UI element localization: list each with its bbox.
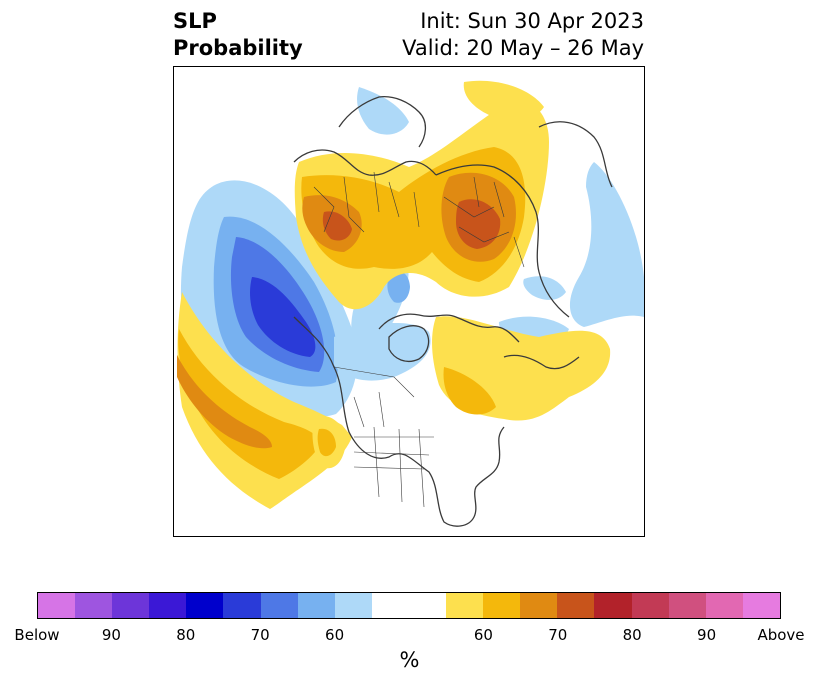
coastline-north-america [293, 316, 505, 527]
colorbar-swatch [668, 593, 706, 618]
title-line-slp: SLP [173, 9, 217, 33]
colorbar-swatch [631, 593, 669, 618]
colorbar-swatch [371, 593, 409, 618]
colorbar-unit-label: % [399, 648, 420, 672]
colorbar-tick-label: 70 [250, 626, 270, 644]
coastline-europe [293, 149, 437, 176]
probability-map [173, 66, 645, 537]
coastline-greenland [388, 325, 430, 363]
colorbar [37, 592, 781, 619]
title-line-probability: Probability [173, 36, 303, 60]
above-70-region-canada [443, 367, 496, 415]
colorbar-swatch [75, 593, 113, 618]
colorbar-tick-label: 80 [622, 626, 642, 644]
below-60-region-pacific [569, 162, 644, 327]
colorbar-swatch [520, 593, 558, 618]
valid-range: Valid: 20 May – 26 May [402, 36, 644, 60]
colorbar-tick-label: 60 [473, 626, 493, 644]
colorbar-tick-label: 80 [176, 626, 196, 644]
colorbar-swatch [149, 593, 187, 618]
borders-asia [443, 176, 525, 268]
colorbar-ticks: Below 90 80 70 60 60 70 80 90 Above [14, 626, 804, 646]
coastline-alaska [503, 354, 580, 370]
forecast-dates: Init: Sun 30 Apr 2023 Valid: 20 May – 26… [402, 8, 644, 62]
colorbar-swatch [112, 593, 150, 618]
below-70-region-greenland [387, 271, 410, 303]
colorbar-swatch [260, 593, 298, 618]
colorbar-tick-label: 70 [548, 626, 568, 644]
colorbar-swatch [334, 593, 372, 618]
colorbar-tick-label: 90 [697, 626, 717, 644]
above-90-region-europe [322, 211, 352, 241]
borders-usa [353, 426, 434, 508]
borders-europe [313, 171, 420, 233]
map-title: SLP Probability [173, 8, 303, 62]
borders-canada [333, 366, 415, 428]
colorbar-tick-label: Below [14, 626, 60, 644]
above-70-region-pacific [178, 329, 322, 479]
above-70-region-usa [317, 428, 336, 457]
colorbar-swatch [594, 593, 632, 618]
above-normal-anomaly [177, 80, 611, 509]
coastline-canada-arctic [378, 313, 520, 343]
colorbar-swatch [742, 593, 780, 618]
init-date: Init: Sun 30 Apr 2023 [420, 9, 644, 33]
below-60-region-arctic [334, 322, 431, 381]
colorbar-swatch [186, 593, 224, 618]
below-60-region-scandinavia [357, 87, 409, 135]
colorbar-swatch [705, 593, 743, 618]
colorbar-swatch [483, 593, 521, 618]
colorbar-swatch [38, 593, 76, 618]
coastline-scandinavia [338, 96, 427, 148]
above-90-region-russia [456, 199, 501, 249]
coastlines-and-borders [293, 96, 613, 527]
colorbar-swatch [297, 593, 335, 618]
colorbar-swatch [223, 593, 261, 618]
colorbar-tick-label: 90 [101, 626, 121, 644]
above-80-region-pacific [177, 355, 272, 449]
colorbar-swatch [446, 593, 484, 618]
colorbar-tick-label: Above [757, 626, 805, 644]
colorbar-tick-label: 60 [325, 626, 345, 644]
map-canvas [177, 80, 644, 527]
above-60-region-russia-north [463, 80, 544, 120]
colorbar-swatch [408, 593, 447, 618]
coastline-east-asia [538, 121, 613, 188]
below-90-region [250, 277, 316, 357]
colorbar-swatch [557, 593, 595, 618]
coastline-asia [435, 164, 570, 318]
